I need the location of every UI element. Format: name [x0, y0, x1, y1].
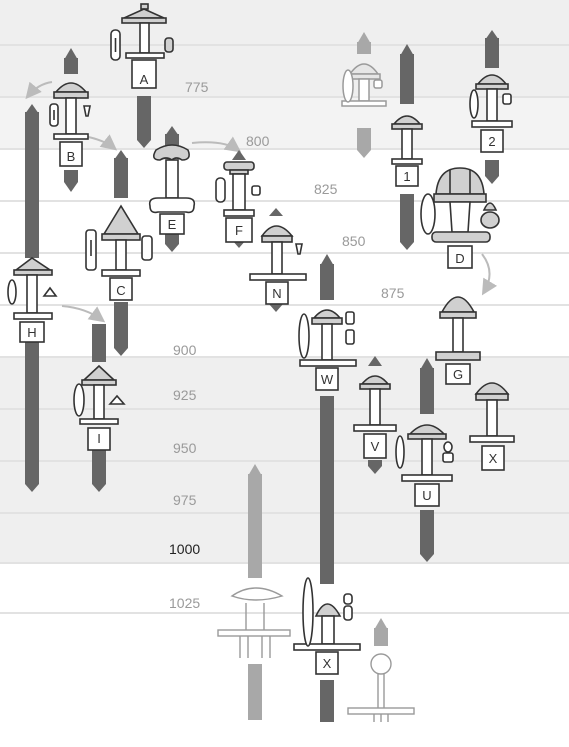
sword-type-f: F: [215, 161, 261, 243]
date-range-bars: [25, 30, 499, 722]
arrow: [191, 136, 242, 153]
year-label: 900: [173, 342, 197, 358]
sword-type-e: G: [435, 296, 481, 385]
sword-label: C: [116, 283, 125, 298]
sword-label: U: [422, 488, 431, 503]
sword-label: D: [455, 251, 464, 266]
year-label: 925: [173, 387, 197, 403]
year-label: 975: [173, 492, 197, 508]
arrow: [61, 305, 106, 323]
sword-type-a: A: [110, 3, 174, 89]
sword-type-b: B: [49, 82, 91, 167]
sword-label: X: [323, 656, 332, 671]
sword-faded-variant: [341, 63, 387, 107]
sword-type-d: D: [420, 167, 500, 269]
year-label: 1025: [169, 595, 200, 611]
sword-type-v: X: [469, 382, 515, 471]
sword-type-1: 1: [391, 115, 423, 187]
sword-label: B: [67, 149, 76, 164]
sword-label: E: [168, 217, 177, 232]
sword-label: I: [97, 431, 101, 446]
sword-type-h: H: [7, 257, 58, 343]
sword-label: V: [371, 439, 380, 454]
year-label: 800: [246, 133, 270, 149]
sword-type-u: U: [395, 424, 454, 507]
sword-label: 1: [403, 169, 410, 184]
year-label: 950: [173, 440, 197, 456]
year-label: 850: [342, 233, 366, 249]
sword-label: X: [489, 451, 498, 466]
sword-type-n: N: [249, 225, 307, 305]
arrow: [25, 81, 53, 100]
sword-faded-variant: [347, 653, 415, 722]
sword-type-x: W: [298, 309, 357, 391]
derivation-arrows: [25, 81, 498, 323]
sword-type-i: I: [73, 364, 126, 451]
sword-label: A: [140, 72, 149, 87]
year-label: 875: [381, 285, 405, 301]
year-label-highlight: 1000: [169, 541, 200, 557]
year-label: 775: [185, 79, 209, 95]
sword-label: 2: [488, 134, 495, 149]
sword-label: G: [453, 367, 463, 382]
sword-type-2: 2: [469, 74, 513, 153]
year-label: 825: [314, 181, 338, 197]
arrow: [481, 253, 498, 296]
sword-type-c: C: [85, 204, 153, 301]
sword-type-g: E: [148, 144, 196, 235]
sword-type-x-lower: X: [293, 577, 361, 675]
sword-label: H: [27, 325, 36, 340]
sword-label: F: [235, 223, 243, 238]
sword-label: W: [321, 372, 334, 387]
sword-label: N: [272, 286, 281, 301]
sword-type-w: V: [353, 375, 397, 459]
year-labels: 775 800 825 850 875 900 925 950 975 1000…: [169, 79, 405, 611]
sword-faded-variant: [217, 587, 291, 658]
